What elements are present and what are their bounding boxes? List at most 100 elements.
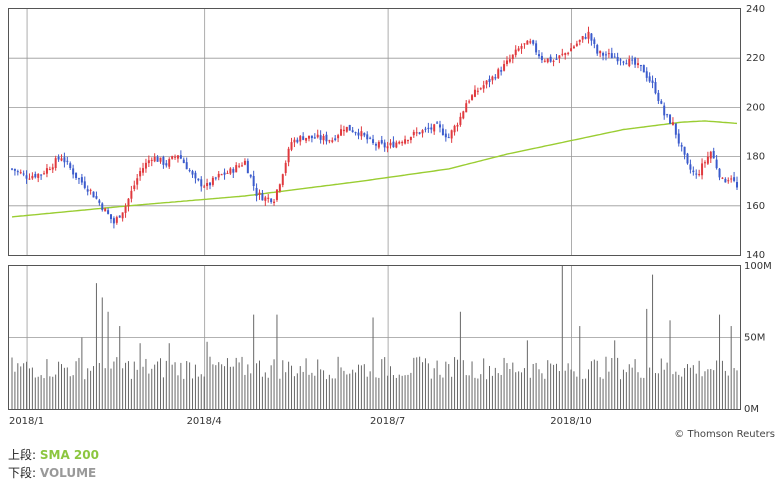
candle-body — [319, 135, 322, 140]
legend-top-value: SMA 200 — [39, 448, 99, 462]
candle-body — [596, 45, 599, 54]
candle-body — [162, 157, 165, 165]
candle-body — [639, 65, 642, 67]
candle-body — [604, 54, 607, 56]
candle-body — [599, 51, 602, 54]
candle-body — [392, 141, 395, 148]
candle-body — [479, 88, 482, 90]
candle-body — [107, 210, 110, 214]
candle-body — [40, 174, 43, 176]
candle-body — [619, 59, 622, 61]
candle-body — [337, 135, 340, 139]
volume-ytick-label: 100M — [744, 261, 772, 272]
candle-body — [497, 69, 500, 79]
candle-body — [642, 65, 645, 73]
candle-body — [505, 60, 508, 65]
candle-body — [395, 142, 398, 148]
candle-body — [526, 40, 529, 45]
axis-tick-labels: 140 160 180 200 220 240 0M 50M 100M 2018/1 2018/4 2… — [9, 4, 772, 427]
candle-body — [89, 189, 92, 191]
candle-body — [287, 148, 290, 163]
candle-body — [179, 155, 182, 159]
candle-body — [98, 200, 101, 203]
candle-body — [730, 178, 733, 180]
candle-body — [174, 156, 177, 158]
candle-body — [307, 135, 310, 139]
candle-body — [701, 163, 704, 176]
candle-body — [380, 140, 383, 144]
candle-body — [572, 46, 575, 49]
candle-body — [500, 70, 503, 72]
candle-body — [648, 76, 651, 82]
candle-body — [607, 53, 610, 55]
candle-body — [363, 133, 366, 136]
candle-body — [75, 172, 78, 179]
candle-body — [168, 159, 171, 167]
candle-body — [602, 52, 605, 56]
candle-body — [695, 173, 698, 175]
candle-body — [188, 170, 191, 172]
candle-body — [264, 197, 267, 201]
candle-body — [366, 134, 369, 140]
candle-body — [340, 129, 343, 136]
candle-body — [360, 131, 363, 137]
candle-body — [631, 59, 634, 61]
candle-body — [258, 192, 261, 195]
date-xtick-label: 2018/1 — [9, 416, 44, 427]
candle-body — [322, 135, 325, 141]
candle-body — [348, 124, 351, 131]
candle-body — [185, 162, 188, 170]
candle-body — [613, 56, 616, 58]
candle-body — [305, 137, 308, 141]
volume-ytick-label: 50M — [744, 333, 765, 344]
candle-body — [535, 43, 538, 53]
candle-body — [671, 122, 674, 125]
candle-body — [625, 63, 628, 65]
candle-body — [677, 133, 680, 144]
candle-body — [494, 77, 497, 79]
candle-body — [206, 183, 209, 187]
candle-body — [43, 173, 46, 175]
candle-body — [424, 128, 427, 130]
candle-body — [284, 162, 287, 173]
legend-bottom-value: VOLUME — [39, 466, 97, 480]
candle-body — [83, 181, 86, 188]
candle-body — [564, 53, 567, 55]
candle-body — [543, 60, 546, 62]
candle-body — [31, 175, 34, 179]
candle-body — [133, 185, 136, 189]
candle-body — [552, 60, 555, 62]
candle-body — [721, 177, 724, 179]
candle-body — [159, 157, 162, 162]
candle-body — [72, 168, 75, 175]
candle-body — [63, 157, 66, 163]
candle-body — [69, 163, 72, 169]
candle-body — [86, 189, 89, 192]
candle-body — [310, 135, 313, 139]
candle-body — [439, 124, 442, 128]
candle-body — [561, 53, 564, 55]
candle-body — [736, 182, 738, 188]
candle-body — [628, 59, 631, 67]
candle-body — [430, 127, 433, 130]
candle-body — [66, 160, 69, 162]
candle-body — [657, 92, 660, 101]
candle-body — [473, 89, 476, 97]
legend-bottom: 下段: VOLUME — [8, 464, 96, 481]
candle-body — [165, 163, 168, 166]
candle-body — [706, 156, 709, 164]
candle-body — [150, 159, 153, 161]
volume-ytick-label: 0M — [744, 404, 759, 415]
candle-body — [637, 63, 640, 65]
candle-body — [92, 191, 95, 198]
candle-body — [121, 212, 124, 219]
candle-body — [226, 172, 229, 174]
candle-body — [610, 53, 613, 59]
candle-body — [584, 37, 587, 39]
candle-body — [115, 217, 118, 223]
volume-grid — [9, 266, 740, 409]
candle-body — [503, 64, 506, 71]
candle-body — [549, 56, 552, 62]
candle-body — [418, 132, 421, 134]
candle-body — [252, 175, 255, 187]
